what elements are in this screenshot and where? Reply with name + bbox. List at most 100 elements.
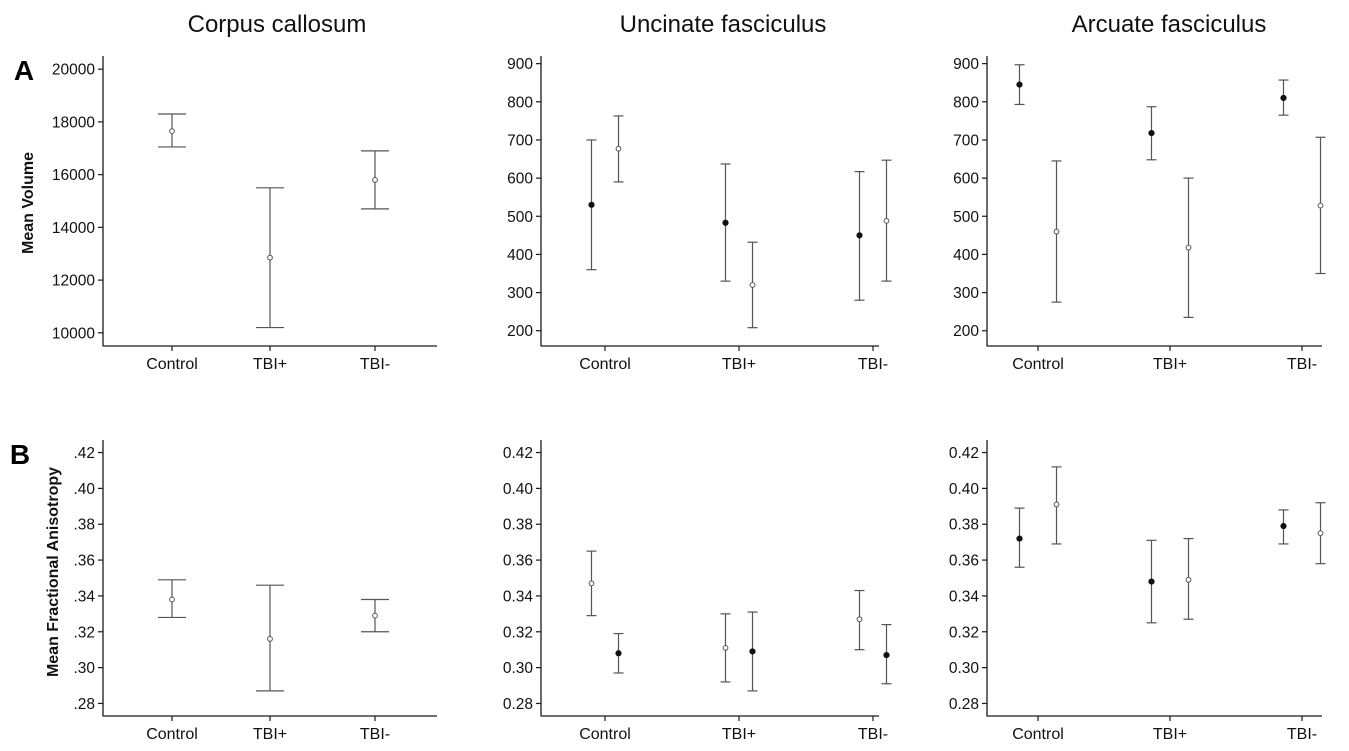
chart-panel: 0.28 0.30 0.32 0.34 0.36 0.38 0.40 0.42 Control T…: [949, 440, 1326, 743]
x-tick-label: TBI+: [253, 726, 287, 743]
mean-point-open: [1185, 576, 1192, 583]
y-tick-label: 0.40: [503, 481, 534, 498]
mean-point-open: [615, 145, 622, 152]
column-title-corpus-callosum: Corpus callosum: [188, 11, 367, 38]
y-tick-label: 0.30: [503, 660, 534, 677]
y-tick-label: 600: [507, 171, 533, 188]
row-label-b: B: [10, 439, 30, 470]
y-tick-label: 200: [953, 323, 979, 340]
mean-point-filled: [1148, 129, 1155, 137]
mean-point-open: [1053, 501, 1060, 508]
mean-point-filled: [588, 201, 595, 208]
y-tick-label: .42: [73, 445, 95, 462]
mean-point-open: [267, 636, 273, 642]
y-tick-label: 400: [953, 247, 979, 264]
x-tick-label: TBI-: [1287, 726, 1317, 743]
mean-point-open: [1185, 244, 1192, 251]
mean-point-filled: [749, 648, 756, 655]
x-tick-label: TBI+: [1153, 726, 1187, 743]
y-tick-label: 700: [507, 132, 533, 149]
mean-point-filled: [1148, 578, 1155, 585]
y-tick-label: 600: [953, 171, 979, 188]
mean-point-open: [169, 596, 175, 603]
y-tick-label: .32: [73, 624, 95, 641]
x-tick-label: Control: [579, 356, 631, 373]
y-tick-label: 900: [953, 56, 979, 73]
y-tick-label: 20000: [52, 62, 95, 79]
mean-point-open: [722, 644, 729, 651]
y-tick-label: 800: [953, 94, 979, 111]
chart-panel: .28 .30 .32 .34 .36 .38 .40 .42 Control TBI+ TBI-: [73, 440, 437, 743]
mean-point-open: [372, 612, 378, 619]
y-tick-label: 0.32: [949, 624, 979, 641]
y-tick-label: 300: [953, 285, 979, 302]
y-tick-label: 0.38: [503, 517, 533, 534]
y-tick-label: 500: [507, 209, 533, 226]
y-tick-label: 0.28: [503, 696, 533, 713]
x-tick-label: Control: [1012, 356, 1064, 373]
mean-point-open: [267, 254, 273, 261]
y-tick-label: 700: [953, 132, 979, 149]
y-tick-label: 0.34: [503, 588, 534, 605]
y-tick-label: 14000: [52, 220, 95, 237]
column-title-arcuate-fasciculus: Arcuate fasciculus: [1072, 11, 1267, 38]
y-tick-label: 0.40: [949, 481, 980, 498]
mean-point-open: [372, 177, 378, 183]
y-tick-label: 0.30: [949, 660, 980, 677]
y-tick-label: 0.42: [503, 445, 533, 462]
y-tick-label: 0.32: [503, 624, 533, 641]
chart-panel: 0.28 0.30 0.32 0.34 0.36 0.38 0.40 0.42 Control T…: [503, 440, 892, 743]
mean-point-filled: [883, 651, 890, 659]
y-tick-label: 0.36: [503, 553, 533, 570]
y-tick-label: .38: [73, 517, 95, 534]
x-tick-label: TBI+: [722, 356, 756, 373]
mean-point-open: [588, 580, 595, 587]
y-tick-label: 12000: [52, 273, 95, 290]
y-tick-label: .40: [73, 481, 95, 498]
mean-point-open: [749, 282, 756, 288]
mean-point-open: [883, 217, 890, 224]
mean-point-filled: [1016, 81, 1023, 88]
mean-point-filled: [1016, 535, 1023, 542]
x-tick-label: TBI+: [1153, 356, 1187, 373]
y-tick-label: 0.38: [949, 517, 979, 534]
y-tick-label: 18000: [52, 114, 95, 131]
chart-panel: 200 300 400 500 600 700 800 900 Control TBI+ TBI-: [507, 56, 892, 373]
y-tick-label: 0.28: [949, 696, 979, 713]
mean-point-open: [1317, 202, 1324, 209]
y-axis-label-volume: Mean Volume: [20, 152, 37, 254]
column-title-uncinate-fasciculus: Uncinate fasciculus: [620, 11, 827, 38]
y-tick-label: .28: [73, 696, 95, 713]
mean-point-open: [856, 616, 863, 623]
mean-point-open: [169, 128, 175, 135]
chart-panel: 200 300 400 500 600 700 800 900 Control TBI+ TBI-: [953, 56, 1326, 373]
mean-point-filled: [1280, 522, 1287, 530]
y-tick-label: 16000: [52, 167, 95, 184]
y-tick-label: 400: [507, 247, 533, 264]
mean-point-open: [1053, 228, 1060, 235]
x-tick-label: TBI-: [858, 726, 888, 743]
x-tick-label: TBI+: [253, 356, 287, 373]
x-tick-label: Control: [579, 726, 631, 743]
y-tick-label: 200: [507, 323, 533, 340]
x-tick-label: TBI-: [360, 726, 390, 743]
mean-point-filled: [722, 219, 729, 226]
y-axis-label-fa: Mean Fractional Anisotropy: [45, 467, 62, 677]
chart-panel: 10000 12000 14000 16000 18000 20000 Control TBI…: [52, 56, 437, 373]
y-tick-label: 800: [507, 94, 533, 111]
y-tick-label: 300: [507, 285, 533, 302]
y-tick-label: 900: [507, 56, 533, 73]
x-tick-label: TBI+: [722, 726, 756, 743]
mean-point-filled: [1280, 94, 1287, 102]
y-tick-label: 500: [953, 209, 979, 226]
y-tick-label: 0.34: [949, 588, 980, 605]
y-tick-label: 0.42: [949, 445, 979, 462]
mean-point-open: [1317, 530, 1324, 537]
mean-point-filled: [856, 232, 863, 239]
y-tick-label: 0.36: [949, 553, 979, 570]
x-tick-label: Control: [146, 356, 198, 373]
x-tick-label: TBI-: [858, 356, 888, 373]
x-tick-label: TBI-: [1287, 356, 1317, 373]
mean-point-filled: [615, 650, 622, 657]
